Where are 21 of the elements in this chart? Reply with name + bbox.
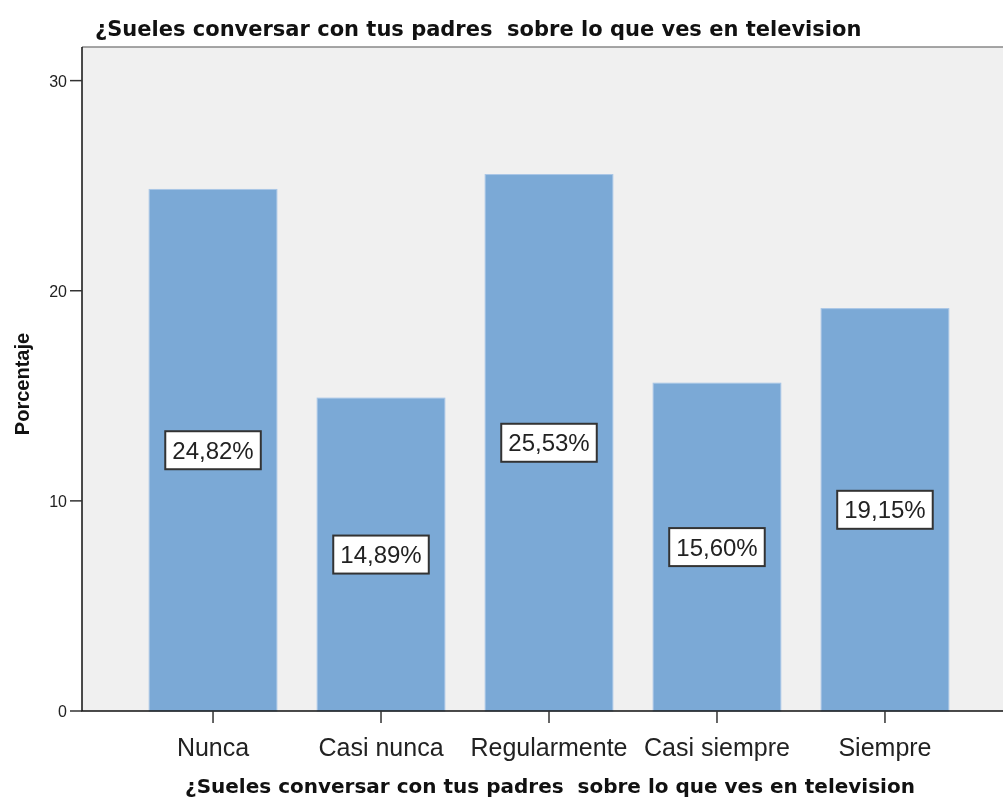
data-label: 14,89% bbox=[340, 541, 422, 569]
y-tick-label: 10 bbox=[49, 492, 68, 510]
data-label: 24,82% bbox=[172, 436, 254, 464]
data-label: 15,60% bbox=[676, 533, 758, 561]
x-tick-label: Casi siempre bbox=[644, 733, 790, 761]
y-tick-label: 30 bbox=[49, 72, 68, 90]
x-tick-label: Regularmente bbox=[470, 733, 628, 761]
bar bbox=[148, 188, 278, 712]
chart-title: ¿Sueles conversar con tus padres sobre lo que ves en television bbox=[95, 17, 862, 41]
bar bbox=[652, 382, 782, 712]
y-tick-label: 20 bbox=[49, 282, 68, 300]
y-axis-title: Porcentaje bbox=[11, 332, 33, 436]
bar bbox=[484, 174, 614, 712]
x-tick-label: Siempre bbox=[838, 733, 932, 761]
data-label: 19,15% bbox=[844, 496, 926, 524]
bar bbox=[820, 308, 950, 712]
x-tick-label: Casi nunca bbox=[318, 733, 444, 761]
y-tick-label: 0 bbox=[58, 703, 68, 720]
x-axis-title: ¿Sueles conversar con tus padres sobre lo que ves en television bbox=[185, 774, 915, 798]
x-tick-label: Nunca bbox=[176, 733, 250, 761]
data-label: 25,53% bbox=[508, 429, 590, 457]
